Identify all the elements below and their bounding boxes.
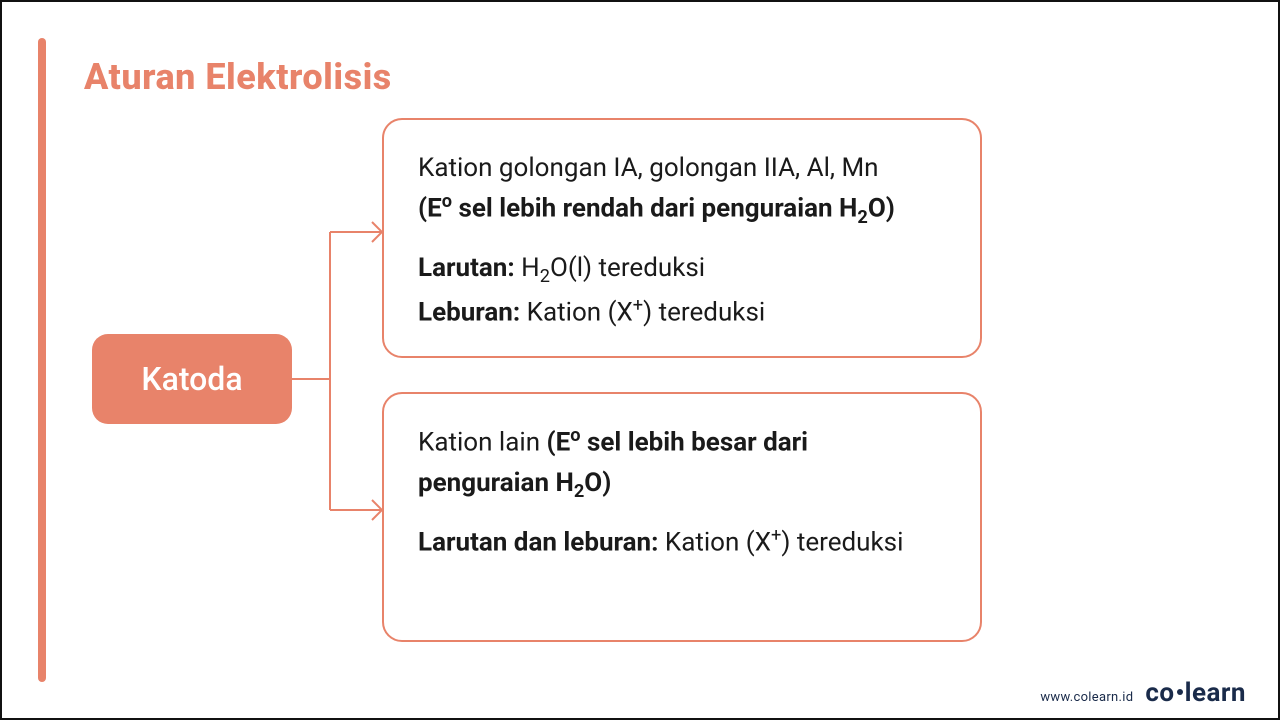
text-line: Kation golongan IA, golongan IIA, Al, Mn: [418, 148, 946, 188]
footer-brand: colearn: [1145, 678, 1246, 708]
text-line: Leburan: Kation (X+) tereduksi: [418, 292, 946, 333]
page-title: Aturan Elektrolisis: [84, 56, 392, 98]
accent-vertical-bar: [38, 38, 46, 682]
text-line: Larutan: H2O(l) tereduksi: [418, 248, 946, 291]
text-line: Larutan dan leburan: Kation (X+) tereduk…: [418, 522, 946, 563]
brand-right: learn: [1185, 678, 1246, 708]
detail-box-1: Kation golongan IA, golongan IIA, Al, Mn…: [382, 118, 982, 358]
text-line: penguraian H2O): [418, 463, 946, 506]
text-line: Kation lain (Eo sel lebih besar dari: [418, 422, 946, 463]
brand-dot-icon: [1177, 689, 1183, 695]
root-node-katoda: Katoda: [92, 334, 292, 424]
footer: www.colearn.id colearn: [1040, 678, 1246, 708]
footer-url: www.colearn.id: [1040, 690, 1133, 705]
text-line: (Eo sel lebih rendah dari penguraian H2O…: [418, 188, 946, 232]
root-node-label: Katoda: [141, 360, 242, 398]
brand-left: co: [1145, 678, 1174, 708]
connector-lines: [292, 118, 388, 638]
detail-box-2: Kation lain (Eo sel lebih besar daripeng…: [382, 392, 982, 642]
